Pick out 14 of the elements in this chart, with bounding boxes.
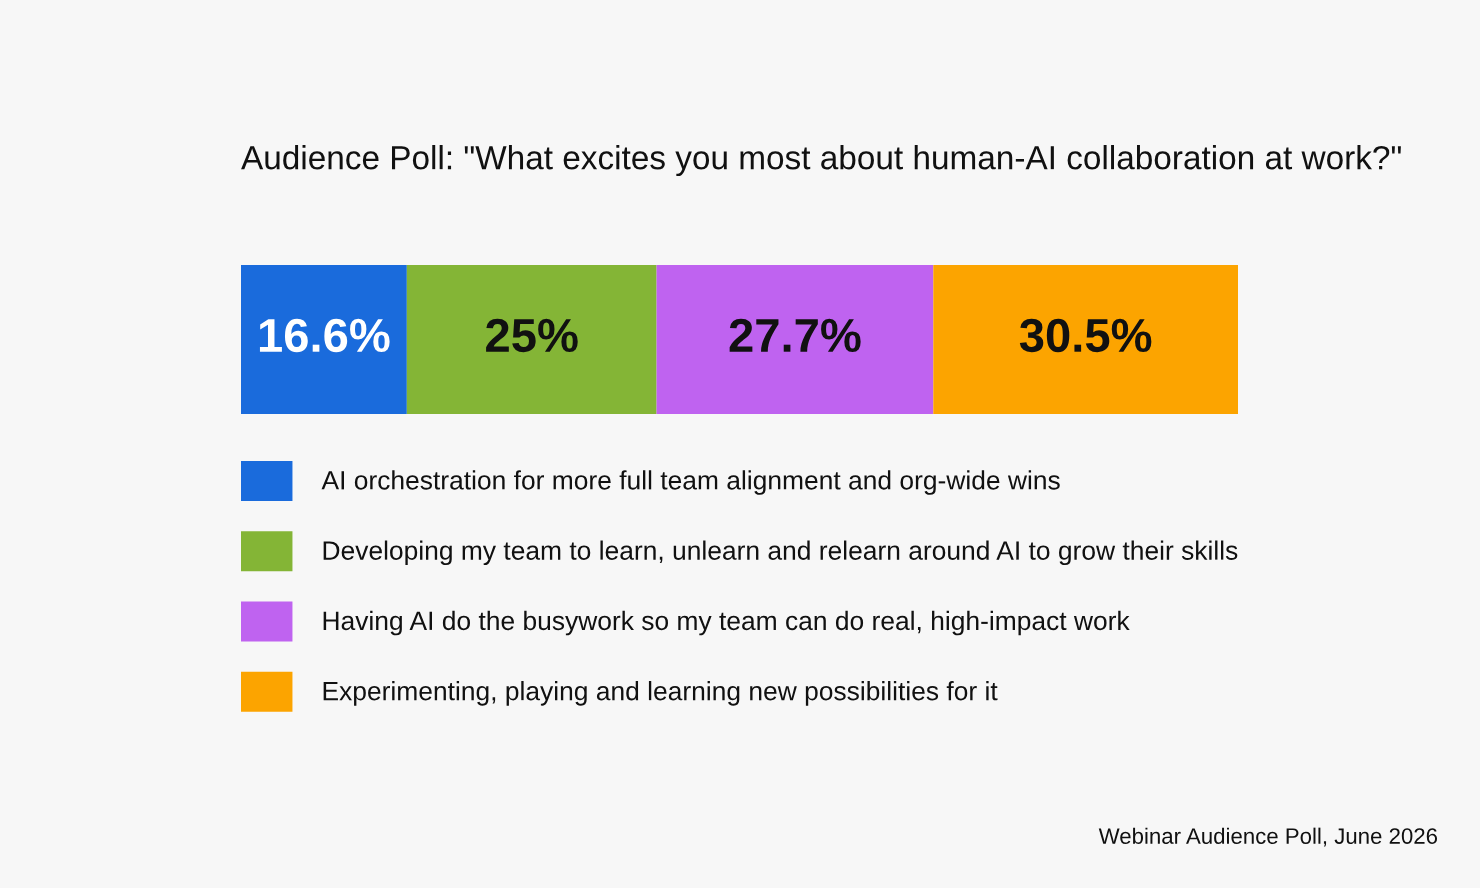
- bar: [656, 265, 934, 414]
- bar: [933, 265, 1238, 414]
- data-label: 16.6%: [259, 318, 390, 353]
- chart-title: Audience Poll: "What excites you most about human-AI collaboration at work?": [241, 145, 1401, 177]
- bar: [406, 265, 657, 414]
- bar: [241, 265, 407, 414]
- legend-label: Having AI do the busywork so my team can do real, high-impact work: [323, 610, 1130, 636]
- data-label: 30.5%: [1019, 318, 1152, 353]
- text: Webinar Audience Poll, June 2026: [1098, 827, 1438, 847]
- legend-label: Experimenting, playing and learning new possibilities for it: [323, 681, 998, 706]
- legend-label: Developing my team to learn, unlearn and relearn around AI to grow their skills: [323, 540, 1238, 566]
- legend-label: AI orchestration for more full team alignment and org-wide wins: [321, 470, 1060, 495]
- data-label: 27.7%: [729, 318, 861, 353]
- data-label: 25%: [486, 318, 578, 353]
